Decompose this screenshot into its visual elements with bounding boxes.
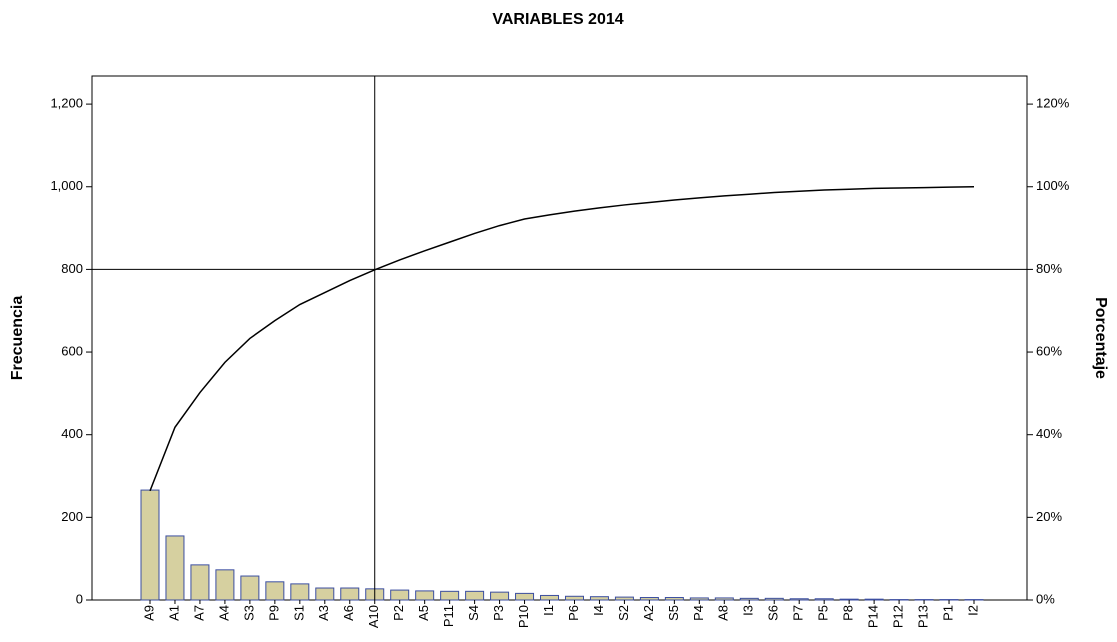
bar — [864, 598, 884, 601]
bar — [165, 535, 185, 601]
y-tick-label: 1,200 — [50, 96, 83, 111]
bar — [589, 596, 609, 601]
x-tick-label: P5 — [816, 605, 831, 621]
y2-tick-label: 120% — [1036, 96, 1070, 111]
y2-tick-label: 20% — [1036, 509, 1062, 524]
x-tick-label: A2 — [641, 605, 656, 621]
bar — [490, 591, 510, 601]
x-tick-label: P13 — [915, 605, 930, 628]
bar — [390, 589, 410, 601]
x-tick-label: P8 — [841, 605, 856, 621]
chart-title: VARIABLES 2014 — [492, 11, 623, 28]
x-tick-label: P4 — [691, 605, 706, 621]
bar — [639, 597, 659, 601]
bar — [290, 583, 310, 601]
x-tick-label: P14 — [866, 605, 881, 628]
bar — [664, 597, 684, 601]
x-tick-label: P2 — [391, 605, 406, 621]
bar — [564, 595, 584, 601]
y-tick-label: 0 — [76, 591, 83, 606]
x-tick-label: A8 — [716, 605, 731, 621]
x-tick-label: P9 — [266, 605, 281, 621]
bar — [190, 564, 210, 601]
y-tick-label: 1,000 — [50, 178, 83, 193]
x-tick-label: A7 — [191, 605, 206, 621]
x-tick-label: S5 — [666, 605, 681, 621]
bar — [240, 575, 260, 601]
bar — [614, 596, 634, 601]
x-tick-label: P10 — [516, 605, 531, 628]
x-tick-label: S2 — [616, 605, 631, 621]
bar — [315, 587, 335, 601]
y-tick-label: 800 — [61, 261, 83, 276]
x-tick-label: A5 — [416, 605, 431, 621]
bar — [415, 590, 435, 601]
x-tick-label: S1 — [291, 605, 306, 621]
bar — [689, 597, 709, 601]
x-tick-label: A4 — [216, 605, 231, 621]
x-tick-label: A1 — [166, 605, 181, 621]
y2-tick-label: 0% — [1036, 591, 1055, 606]
bar — [265, 581, 285, 601]
x-tick-label: S4 — [466, 605, 481, 621]
plot-frame — [91, 75, 1028, 601]
x-tick-label: P11 — [441, 605, 456, 627]
x-tick-label: A10 — [366, 605, 381, 628]
y2-tick-label: 40% — [1036, 426, 1062, 441]
y2-tick-label: 60% — [1036, 343, 1062, 358]
x-tick-label: I1 — [541, 605, 556, 616]
bar — [789, 598, 809, 601]
x-tick-label: P3 — [491, 605, 506, 621]
bar — [340, 587, 360, 601]
y2-tick-label: 100% — [1036, 178, 1070, 193]
x-tick-label: P7 — [791, 605, 806, 621]
bar — [540, 594, 560, 601]
x-tick-label: P6 — [566, 605, 581, 621]
y-tick-label: 200 — [61, 509, 83, 524]
x-tick-label: I3 — [741, 605, 756, 616]
x-tick-label: S6 — [766, 605, 781, 621]
bar — [764, 597, 784, 601]
y-tick-label: 600 — [61, 343, 83, 358]
bar — [140, 489, 160, 601]
bar — [465, 590, 485, 601]
bar — [814, 598, 834, 601]
y2-axis-label: Porcentaje — [1092, 297, 1109, 379]
x-tick-label: P12 — [891, 605, 906, 628]
bar — [515, 592, 535, 601]
x-tick-label: A3 — [316, 605, 331, 621]
y-tick-label: 400 — [61, 426, 83, 441]
bar — [215, 569, 235, 601]
x-tick-label: I4 — [591, 605, 606, 616]
x-tick-label: S3 — [241, 605, 256, 621]
cumulative-line — [149, 186, 975, 492]
bar — [714, 597, 734, 601]
x-tick-label: A9 — [141, 605, 156, 621]
y2-tick-label: 80% — [1036, 261, 1062, 276]
bar — [839, 598, 859, 601]
y-axis-label: Frecuencia — [9, 296, 26, 381]
x-tick-label: A6 — [341, 605, 356, 621]
x-tick-label: I2 — [965, 605, 980, 616]
bar — [739, 597, 759, 601]
bar — [440, 590, 460, 601]
x-tick-label: P1 — [940, 605, 955, 621]
